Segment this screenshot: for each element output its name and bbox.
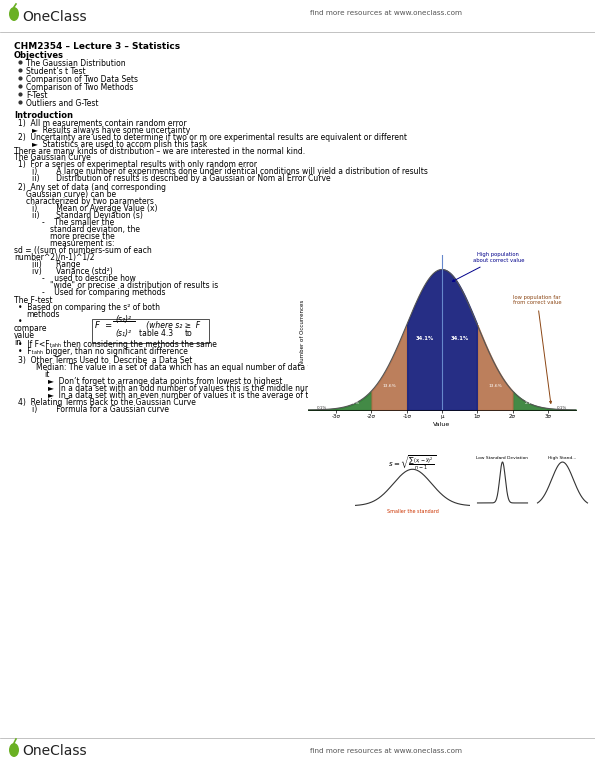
Text: ►  In a data set with an odd number of values this is the middle numbers: ► In a data set with an odd number of va…: [48, 384, 329, 393]
Text: i)        A large number of experiments done under identical conditions will yie: i) A large number of experiments done un…: [32, 167, 428, 176]
Ellipse shape: [9, 7, 19, 21]
Text: that: that: [490, 321, 506, 330]
Text: more precise the: more precise the: [50, 232, 115, 241]
Text: 0.1%: 0.1%: [557, 406, 567, 410]
Text: 2)  Uncertainty are used to determine if two or m ore experimental results are e: 2) Uncertainty are used to determine if …: [18, 133, 407, 142]
Text: ►  Results always have some uncertainty: ► Results always have some uncertainty: [32, 126, 190, 135]
Text: 1)  For a series of experimental results with only random error: 1) For a series of experimental results …: [18, 160, 257, 169]
Text: find more resources at www.oneclass.com: find more resources at www.oneclass.com: [310, 10, 462, 16]
Text: The Gaussian Distribution: The Gaussian Distribution: [26, 59, 126, 68]
Text: 0.1%: 0.1%: [317, 406, 327, 410]
Text: -    Used for comparing methods: - Used for comparing methods: [42, 288, 165, 297]
Text: 4)  Relating Terms Back to the Gaussian Curve: 4) Relating Terms Back to the Gaussian C…: [18, 398, 196, 407]
Text: High population
about correct value: High population about correct value: [452, 253, 524, 281]
Text: i)        Formula for a Gaussian curve: i) Formula for a Gaussian curve: [32, 405, 169, 414]
X-axis label: Value: Value: [433, 422, 450, 427]
Text: Outliers and G-Test: Outliers and G-Test: [26, 99, 99, 108]
Text: measurement is:: measurement is:: [50, 239, 114, 248]
Text: to: to: [185, 329, 193, 338]
Text: 3)  Other Terms Used to  Describe  a Data Set: 3) Other Terms Used to Describe a Data S…: [18, 356, 192, 365]
Text: Gaussian curve) can be: Gaussian curve) can be: [26, 190, 116, 199]
Text: 2)  Any set of data (and corresponding: 2) Any set of data (and corresponding: [18, 183, 166, 192]
Text: ii)       Distribution of results is described by a Gaussian or Nom al Error Cur: ii) Distribution of results is described…: [32, 174, 331, 183]
Text: sd = ((sum of numbers-sum of each: sd = ((sum of numbers-sum of each: [14, 246, 152, 255]
Text: iii)      Range: iii) Range: [32, 260, 80, 269]
FancyBboxPatch shape: [92, 319, 209, 343]
Text: value: value: [14, 331, 35, 340]
Text: low population far
from correct value: low population far from correct value: [513, 294, 562, 403]
Text: in: in: [14, 338, 21, 347]
Text: 1)  All m easurements contain random error: 1) All m easurements contain random erro…: [18, 119, 187, 128]
Text: Comparison of Two Data Sets: Comparison of Two Data Sets: [26, 75, 138, 84]
Text: (s₂)²: (s₂)²: [115, 315, 131, 324]
Text: Smaller the standard: Smaller the standard: [387, 509, 439, 514]
Text: Median: The value in a set of data which has an equal number of data values abov: Median: The value in a set of data which…: [36, 363, 402, 372]
Text: (s₁)²: (s₁)²: [115, 329, 131, 338]
Text: •  If F<Fₜₐₕₕ then considering the methods the same: • If F<Fₜₐₕₕ then considering the method…: [18, 340, 217, 349]
Text: CHM2354 – Lecture 3 – Statistics: CHM2354 – Lecture 3 – Statistics: [14, 42, 180, 51]
Text: characterized by two parameters: characterized by two parameters: [26, 197, 154, 206]
Text: 2.1%: 2.1%: [348, 400, 359, 405]
Text: 13.6%: 13.6%: [382, 384, 396, 388]
Ellipse shape: [9, 743, 19, 757]
Y-axis label: Number of Occurrences: Number of Occurrences: [300, 300, 305, 365]
Text: table 4.3: table 4.3: [139, 329, 173, 338]
Text: ►  Don’t forget to arrange data points from lowest to highest: ► Don’t forget to arrange data points fr…: [48, 377, 283, 386]
Text: ii)       Standard Deviation (s): ii) Standard Deviation (s): [32, 211, 143, 220]
Text: •  Based on comparing the s² of both: • Based on comparing the s² of both: [18, 303, 160, 312]
Text: OneClass: OneClass: [22, 10, 87, 24]
Text: methods: methods: [26, 310, 60, 319]
Text: Comparison of Two Methods: Comparison of Two Methods: [26, 83, 133, 92]
Text: compare: compare: [14, 324, 48, 333]
Text: 34.1%: 34.1%: [450, 336, 469, 340]
Text: OneClass: OneClass: [22, 744, 87, 758]
Text: "wide" or precise  a distribution of results is: "wide" or precise a distribution of resu…: [50, 281, 218, 290]
Title: High Stand...: High Stand...: [549, 456, 577, 460]
Text: •: •: [18, 317, 23, 326]
Title: Low Standard Deviation: Low Standard Deviation: [477, 456, 528, 460]
Text: 34.1%: 34.1%: [415, 336, 434, 340]
Text: Student’s t Test: Student’s t Test: [26, 67, 86, 76]
Text: -    used to describe how: - used to describe how: [42, 274, 136, 283]
Text: 2.1%: 2.1%: [525, 400, 536, 405]
Text: F-Test: F-Test: [26, 91, 48, 100]
Text: 13.6%: 13.6%: [488, 384, 502, 388]
Text: ►  In a data set with an even number of values it is the average of the two midd: ► In a data set with an even number of v…: [48, 391, 388, 400]
Text: The F-test: The F-test: [14, 296, 52, 305]
Text: There are many kinds of distribution – we are interested in the normal kind.: There are many kinds of distribution – w…: [14, 147, 305, 156]
Text: $s = \sqrt{\frac{\sum(x_i - \bar{x})^2}{n-1}}$: $s = \sqrt{\frac{\sum(x_i - \bar{x})^2}{…: [389, 454, 437, 472]
Text: The Gaussian Curve: The Gaussian Curve: [14, 153, 91, 162]
Text: Introduction: Introduction: [14, 111, 73, 120]
Text: •  Fₜₐₕₕ bigger, than no significant difference: • Fₜₐₕₕ bigger, than no significant diff…: [18, 347, 188, 356]
Text: (where s₂ ≥  F: (where s₂ ≥ F: [139, 321, 200, 330]
Text: standard deviation, the: standard deviation, the: [50, 225, 140, 234]
Text: F  =: F =: [95, 321, 112, 330]
Text: -    The smaller the: - The smaller the: [42, 218, 114, 227]
Text: iv)      Variance (std²): iv) Variance (std²): [32, 267, 112, 276]
Text: number^2)/n-1)^1/2: number^2)/n-1)^1/2: [14, 253, 95, 262]
Text: Objectives: Objectives: [14, 51, 64, 60]
Text: it: it: [44, 370, 49, 379]
Text: i)        Mean or Average Value (x): i) Mean or Average Value (x): [32, 204, 158, 213]
Text: find more resources at www.oneclass.com: find more resources at www.oneclass.com: [310, 748, 462, 754]
Text: ►  Statistics are used to accom plish this task: ► Statistics are used to accom plish thi…: [32, 140, 207, 149]
